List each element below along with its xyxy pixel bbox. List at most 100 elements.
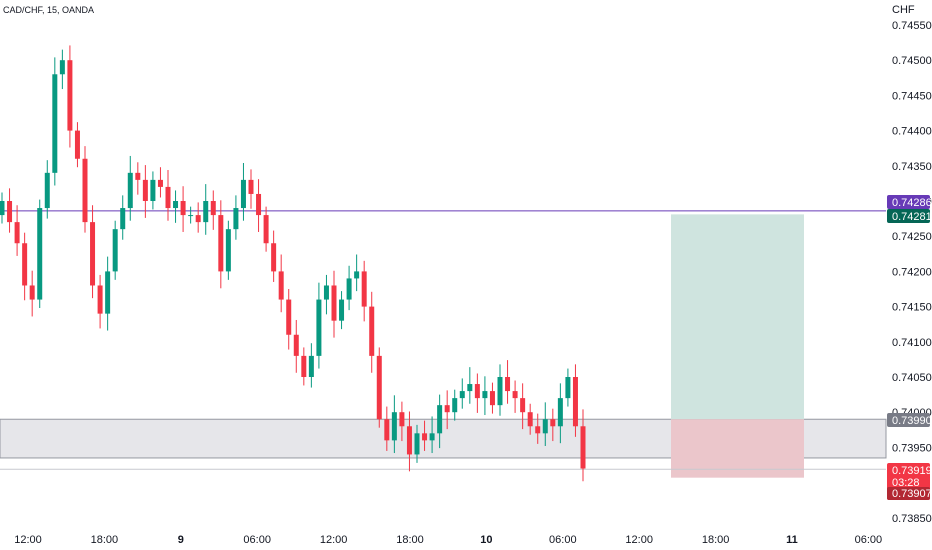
price-tick-label: 0.74200 bbox=[892, 266, 932, 278]
currency-label: CHF bbox=[892, 4, 915, 16]
time-tick-label: 06:00 bbox=[243, 534, 271, 546]
candle-down bbox=[218, 215, 224, 272]
candle-down bbox=[263, 215, 269, 244]
price-tick-label: 0.74100 bbox=[892, 337, 932, 349]
candle-up bbox=[120, 208, 126, 230]
time-tick-label: 06:00 bbox=[549, 534, 577, 546]
candle-down bbox=[406, 426, 412, 455]
price-tick-label: 0.73950 bbox=[892, 442, 932, 454]
candle-down bbox=[361, 271, 367, 307]
candle-down bbox=[180, 201, 186, 216]
candle-down bbox=[256, 193, 262, 216]
candle-down bbox=[399, 412, 405, 427]
candle-down bbox=[74, 130, 80, 159]
candle-up bbox=[437, 405, 443, 434]
candle-up bbox=[225, 229, 231, 272]
candle-down bbox=[22, 243, 28, 286]
candle-down bbox=[29, 285, 35, 300]
candle-up bbox=[452, 398, 458, 413]
candle-up bbox=[188, 215, 194, 217]
price-tick-label: 0.74450 bbox=[892, 90, 932, 102]
candle-up bbox=[150, 179, 156, 201]
candle-down bbox=[14, 222, 20, 244]
price-tick-label: 0.74550 bbox=[892, 20, 932, 32]
candle-down bbox=[331, 285, 337, 321]
candle-up bbox=[112, 229, 118, 272]
time-tick-label: 18:00 bbox=[702, 534, 730, 546]
candle-up bbox=[557, 398, 563, 427]
candle-up bbox=[308, 355, 314, 377]
candle-down bbox=[369, 306, 375, 356]
time-tick-label: 12:00 bbox=[625, 534, 653, 546]
candle-up bbox=[37, 208, 43, 300]
candle-down bbox=[278, 271, 284, 300]
candle-down bbox=[271, 243, 277, 272]
candle-up bbox=[240, 179, 246, 209]
price-tick-label: 0.74050 bbox=[892, 372, 932, 384]
candle-down bbox=[384, 419, 390, 441]
candle-down bbox=[293, 334, 299, 356]
candle-down bbox=[505, 377, 511, 392]
candle-down bbox=[489, 391, 495, 406]
time-tick-label: 12:00 bbox=[14, 534, 42, 546]
price-tick-label: 0.74150 bbox=[892, 302, 932, 314]
candle-down bbox=[286, 299, 292, 335]
svg-text:0.74281: 0.74281 bbox=[892, 211, 932, 223]
candle-down bbox=[90, 222, 96, 286]
time-tick-label: 18:00 bbox=[396, 534, 424, 546]
candle-down bbox=[550, 419, 556, 427]
candle-up bbox=[459, 391, 465, 399]
resistance-badge: 0.74286 bbox=[887, 195, 932, 209]
price-tick-label: 0.74500 bbox=[892, 55, 932, 67]
time-tick-label: 12:00 bbox=[320, 534, 348, 546]
candle-down bbox=[444, 405, 450, 413]
candle-down bbox=[195, 215, 201, 223]
candle-up bbox=[391, 412, 397, 441]
candle-down bbox=[82, 158, 88, 223]
candle-up bbox=[44, 172, 50, 209]
candle-down bbox=[474, 384, 480, 399]
candle-up bbox=[105, 271, 111, 314]
svg-text:0.74286: 0.74286 bbox=[892, 197, 932, 209]
candle-up bbox=[339, 299, 345, 321]
candle-down bbox=[301, 355, 307, 377]
candle-up bbox=[52, 74, 58, 173]
price-axis[interactable]: 0.745500.745000.744500.744000.743500.743… bbox=[892, 20, 932, 525]
candles bbox=[0, 45, 586, 482]
candle-down bbox=[535, 426, 541, 434]
candle-down bbox=[135, 172, 141, 180]
candle-up bbox=[127, 172, 133, 209]
candle-down bbox=[210, 201, 216, 216]
current-low-badge: 0.73907 bbox=[887, 487, 932, 500]
time-tick-label: 11 bbox=[786, 534, 798, 546]
candle-down bbox=[527, 412, 533, 427]
candle-down bbox=[165, 186, 171, 209]
candle-down bbox=[520, 398, 526, 413]
symbol-label: CAD/CHF, 15, OANDA bbox=[3, 5, 94, 15]
price-tick-label: 0.74350 bbox=[892, 161, 932, 173]
candle-down bbox=[512, 391, 518, 399]
position-target-area[interactable] bbox=[671, 214, 804, 420]
svg-text:03:28: 03:28 bbox=[892, 477, 920, 489]
time-tick-label: 18:00 bbox=[91, 534, 119, 546]
candle-up bbox=[323, 285, 329, 300]
time-tick-label: 10 bbox=[480, 534, 492, 546]
svg-text:0.73990: 0.73990 bbox=[892, 415, 932, 427]
candle-up bbox=[497, 377, 503, 406]
candle-down bbox=[572, 377, 578, 427]
candle-up bbox=[0, 201, 5, 216]
price-tick-label: 0.74250 bbox=[892, 231, 932, 243]
last-close-badge: 0.74281 bbox=[887, 209, 932, 223]
time-axis[interactable]: 12:00 18:00 9 06:00 12:00 18:00 10 06:00 12:00 18… bbox=[14, 534, 882, 546]
candle-up bbox=[414, 433, 420, 455]
candle-up bbox=[233, 208, 239, 230]
candle-down bbox=[97, 285, 103, 314]
position-stop-area[interactable] bbox=[671, 419, 804, 478]
price-tick-label: 0.74400 bbox=[892, 126, 932, 138]
svg-text:0.73919: 0.73919 bbox=[892, 465, 932, 477]
time-tick-label: 9 bbox=[178, 534, 184, 546]
candle-down bbox=[376, 355, 382, 420]
zone-top-badge: 0.73990 bbox=[887, 413, 932, 427]
candle-up bbox=[482, 391, 488, 399]
